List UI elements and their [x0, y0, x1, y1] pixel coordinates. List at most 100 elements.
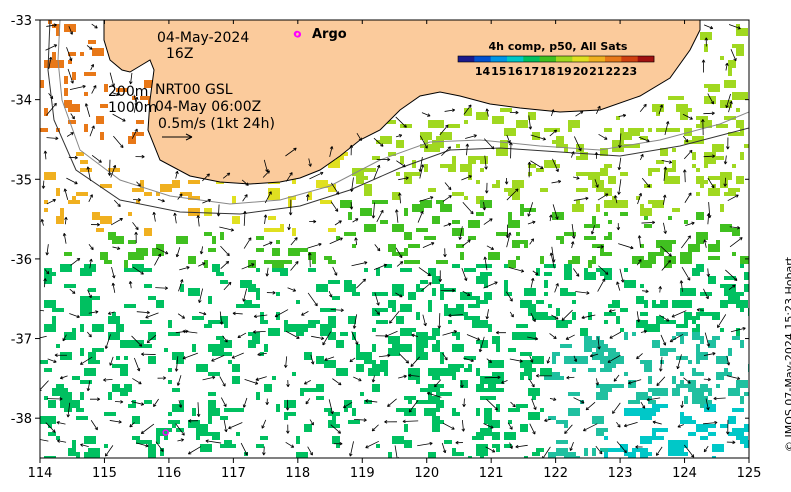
current-vector [655, 446, 663, 456]
sst-pixel [684, 416, 692, 420]
sst-pixel [688, 432, 696, 436]
current-vector [349, 357, 356, 363]
sst-pixel [328, 184, 336, 192]
current-vector [463, 357, 474, 363]
sst-pixel [304, 352, 312, 360]
sst-pixel [168, 428, 172, 432]
sst-pixel [608, 176, 616, 184]
current-vector [485, 309, 490, 320]
sst-pixel [712, 312, 720, 320]
sst-pixel [608, 220, 612, 224]
x-tick-label: 120 [414, 466, 439, 481]
sst-pixel [256, 392, 260, 400]
sst-pixel [260, 436, 268, 440]
sst-pixel [452, 368, 456, 372]
current-vector [684, 192, 692, 203]
sst-pixel [364, 360, 376, 364]
sst-pixel [132, 188, 144, 192]
sst-pixel [736, 108, 740, 112]
current-vector [725, 62, 729, 71]
sst-pixel [656, 160, 664, 164]
sst-pixel [488, 384, 496, 392]
sst-pixel [88, 40, 96, 44]
sst-pixel [452, 220, 460, 224]
sst-pixel [96, 360, 100, 364]
current-vector [352, 314, 358, 329]
current-vector [729, 237, 743, 248]
current-vector [573, 196, 589, 201]
current-vector [89, 258, 93, 269]
sst-pixel [688, 244, 700, 252]
sst-pixel [72, 440, 76, 448]
sst-pixel [460, 164, 472, 172]
current-vector [703, 111, 715, 116]
sst-pixel [328, 160, 340, 168]
sst-pixel [368, 368, 380, 376]
sst-pixel [276, 312, 280, 320]
sst-pixel [444, 440, 452, 444]
sst-pixel [304, 424, 312, 432]
sst-pixel [188, 180, 200, 184]
current-vector [243, 237, 252, 249]
sst-pixel [452, 192, 464, 196]
sst-pixel [652, 436, 664, 440]
sst-pixel [584, 268, 588, 272]
current-vector [145, 312, 159, 319]
current-vector [508, 267, 525, 273]
sst-pixel [556, 144, 568, 148]
sst-pixel [416, 228, 428, 232]
current-vector [442, 352, 448, 361]
x-tick-label: 122 [543, 466, 568, 481]
sst-pixel [104, 412, 116, 416]
sst-pixel [656, 112, 660, 116]
sst-pixel [232, 408, 244, 412]
current-vector [331, 182, 340, 195]
sst-pixel [456, 332, 460, 340]
current-vector [222, 172, 231, 179]
current-vector [717, 314, 727, 329]
current-vector [198, 288, 204, 303]
sst-pixel [608, 352, 620, 356]
sst-pixel [136, 440, 148, 444]
current-vector [575, 291, 590, 295]
current-vector [569, 442, 574, 451]
sst-pixel [672, 336, 676, 340]
current-vector [510, 401, 516, 408]
current-vector [46, 136, 59, 141]
colorbar-swatch [556, 56, 573, 62]
sst-pixel [64, 24, 68, 28]
current-vector [175, 423, 185, 436]
x-tick-label: 118 [285, 466, 310, 481]
current-vector [636, 259, 642, 266]
colorbar-label: 21 [589, 65, 604, 78]
sst-pixel [424, 164, 428, 172]
sst-pixel [740, 396, 744, 404]
sst-pixel [644, 216, 648, 220]
sst-pixel [528, 112, 536, 120]
current-vector [619, 268, 625, 283]
sst-pixel [324, 256, 332, 260]
sst-pixel [688, 140, 692, 144]
sst-pixel [348, 420, 360, 424]
sst-pixel [68, 60, 72, 64]
current-vector [507, 422, 513, 430]
imos-credit: © IMOS 07-May-2024 15:23 Hobart [783, 256, 791, 452]
current-vector [309, 171, 324, 180]
sst-pixel [64, 100, 72, 108]
sst-pixel [220, 340, 232, 348]
colorbar-label: 14 [475, 65, 491, 78]
sst-pixel [348, 212, 352, 220]
sst-pixel [692, 316, 696, 324]
sst-pixel [84, 124, 88, 132]
sst-pixel [672, 160, 676, 168]
current-vector [441, 442, 447, 454]
current-vector [546, 356, 551, 364]
sst-pixel [344, 404, 348, 412]
current-vector [422, 242, 435, 249]
sst-pixel [476, 300, 484, 304]
sst-pixel [528, 388, 540, 396]
sst-pixel [548, 304, 552, 308]
x-tick-label: 125 [737, 466, 762, 481]
current-vector [79, 356, 93, 365]
current-vector [623, 421, 638, 428]
